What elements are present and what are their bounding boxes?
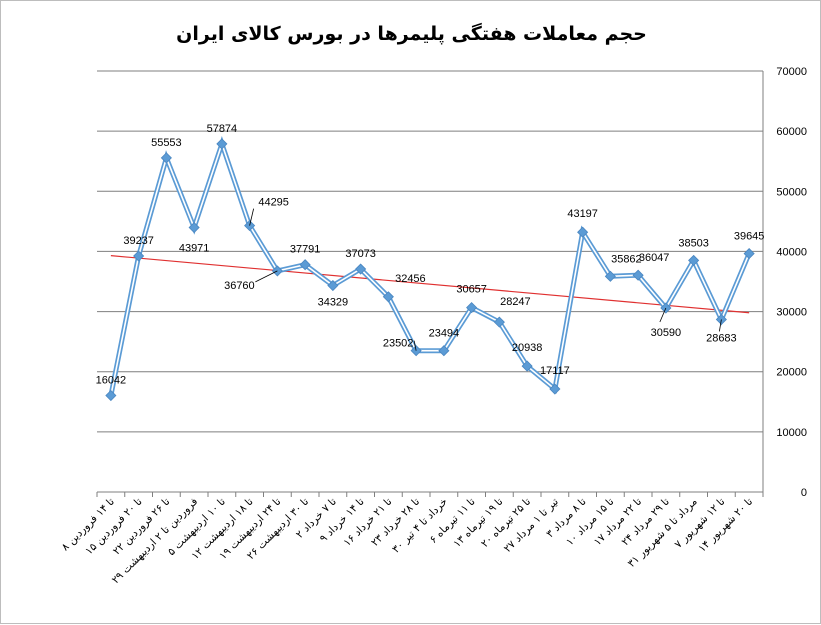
data-label: 43971: [179, 243, 210, 255]
data-point: [688, 254, 700, 266]
data-label: 20938: [512, 342, 543, 354]
data-label-leader: [413, 340, 417, 351]
y-tick-label: 20000: [776, 367, 807, 379]
data-point: [355, 263, 367, 275]
y-tick-label: 70000: [776, 66, 807, 78]
data-label: 37073: [345, 248, 376, 260]
data-point: [299, 259, 311, 271]
data-point: [105, 389, 117, 402]
data-label: 30657: [456, 284, 487, 296]
data-label: 38503: [678, 237, 709, 249]
data-point: [604, 270, 616, 282]
data-label-leader: [255, 270, 278, 283]
data-point: [466, 302, 478, 314]
data-label-leader: [249, 208, 255, 226]
data-label: 28247: [500, 296, 531, 308]
data-point: [216, 138, 228, 150]
data-label-leader: [718, 319, 722, 332]
data-point: [577, 226, 589, 238]
data-label: 55553: [151, 137, 182, 149]
data-point: [327, 279, 339, 292]
data-label: 34329: [318, 297, 349, 309]
data-point: [743, 247, 755, 260]
data-point: [493, 316, 505, 328]
data-label: 32456: [395, 273, 426, 285]
y-tick-label: 60000: [776, 126, 807, 138]
data-point: [632, 269, 644, 281]
data-label: 30590: [651, 327, 682, 339]
data-point: [549, 383, 561, 395]
data-label: 23494: [429, 328, 460, 340]
data-label: 36047: [639, 252, 670, 264]
data-label: 16042: [96, 375, 127, 387]
data-label: 37791: [290, 244, 321, 256]
data-point: [382, 291, 394, 303]
data-label: 36760: [224, 280, 255, 292]
data-point: [160, 152, 172, 164]
trendline: [110, 255, 750, 314]
data-point: [188, 221, 200, 234]
data-point: [438, 345, 450, 357]
y-tick-label: 10000: [776, 427, 807, 439]
data-label: 43197: [567, 208, 598, 220]
y-tick-label: 0: [801, 487, 807, 499]
chart-title: حجم معاملات هفتگی پلیمرها در بورس کالای …: [176, 23, 647, 45]
y-tick-label: 40000: [776, 246, 807, 258]
data-label: 39645: [734, 231, 765, 243]
data-label: 35862: [611, 253, 642, 265]
data-label-leader: [659, 307, 667, 323]
series-line: [108, 136, 752, 396]
data-point: [133, 250, 145, 262]
y-tick-label: 50000: [776, 186, 807, 198]
data-label: 28683: [706, 332, 737, 344]
y-tick-label: 30000: [776, 307, 807, 319]
data-label: 57874: [207, 123, 238, 135]
data-label: 23502: [383, 338, 414, 350]
data-label: 17117: [540, 365, 570, 377]
data-label: 44295: [258, 197, 289, 209]
data-label: 39237: [123, 235, 154, 247]
data-point: [521, 360, 533, 372]
series-line-inner: [110, 141, 750, 396]
